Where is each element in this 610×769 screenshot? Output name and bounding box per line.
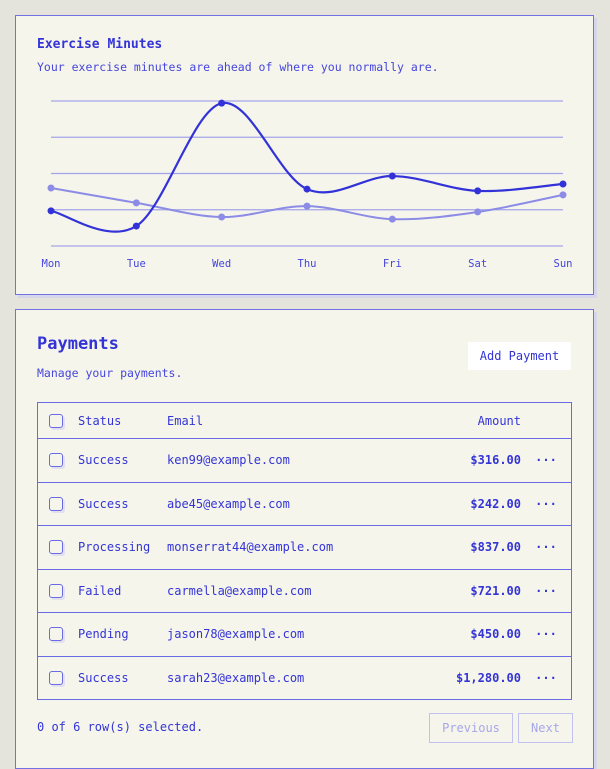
- data-point: [218, 99, 226, 107]
- more-horizontal-icon[interactable]: ···: [535, 583, 557, 598]
- more-horizontal-icon[interactable]: ···: [535, 496, 557, 511]
- data-point: [47, 207, 55, 215]
- line-chart: Mon Tue Wed Thu Fri Sat Sun: [42, 99, 573, 270]
- row-amount: $316.00: [470, 453, 521, 468]
- next-button[interactable]: Next: [518, 713, 573, 743]
- x-tick-label: Thu: [298, 258, 317, 270]
- row-amount: $450.00: [470, 627, 521, 642]
- data-point: [559, 191, 567, 199]
- chart-subtitle: Your exercise minutes are ahead of where…: [37, 60, 439, 74]
- row-status: Processing: [78, 540, 151, 555]
- header-status[interactable]: Status: [78, 413, 122, 428]
- row-amount: $721.00: [470, 583, 521, 598]
- row-email: carmella@example.com: [167, 583, 312, 598]
- table-row: Processing monserrat44@example.com $837.…: [38, 525, 571, 569]
- more-horizontal-icon[interactable]: ···: [535, 670, 557, 685]
- payments-subtitle: Manage your payments.: [37, 366, 183, 380]
- row-email: jason78@example.com: [167, 627, 305, 642]
- add-payment-button[interactable]: Add Payment: [468, 342, 571, 370]
- x-tick-label: Mon: [42, 258, 61, 270]
- x-tick-label: Wed: [212, 258, 231, 270]
- row-status: Success: [78, 496, 129, 511]
- data-point: [474, 187, 482, 195]
- row-status: Failed: [78, 583, 122, 598]
- row-amount: $837.00: [470, 540, 521, 555]
- row-amount: $1,280.00: [455, 670, 521, 685]
- series-line-1: [50, 102, 564, 233]
- more-horizontal-icon[interactable]: ···: [535, 627, 557, 642]
- data-point: [47, 184, 55, 192]
- payments-card: Payments Manage your payments. Add Payme…: [15, 309, 594, 769]
- row-email: monserrat44@example.com: [167, 540, 334, 555]
- row-email: ken99@example.com: [167, 453, 290, 468]
- exercise-card: Exercise Minutes Your exercise minutes a…: [15, 15, 594, 295]
- data-point: [303, 202, 311, 210]
- row-checkbox[interactable]: [49, 670, 63, 685]
- table-row: Pending jason78@example.com $450.00 ···: [38, 612, 571, 656]
- row-checkbox[interactable]: [49, 627, 63, 642]
- table-row: Failed carmella@example.com $721.00 ···: [38, 568, 571, 613]
- x-tick-label: Fri: [383, 258, 402, 270]
- data-point: [132, 222, 140, 230]
- row-status: Success: [78, 453, 129, 468]
- data-point: [132, 199, 140, 207]
- row-email: abe45@example.com: [167, 496, 290, 511]
- row-status: Success: [78, 670, 129, 685]
- table-header: Status Email Amount: [38, 403, 571, 438]
- data-point: [388, 172, 396, 180]
- data-point: [388, 215, 396, 223]
- x-tick-label: Tue: [127, 258, 146, 270]
- row-checkbox[interactable]: [49, 540, 63, 555]
- row-checkbox[interactable]: [49, 496, 63, 511]
- payments-title: Payments: [37, 334, 119, 354]
- data-point: [218, 213, 226, 221]
- previous-button[interactable]: Previous: [429, 713, 513, 743]
- more-horizontal-icon[interactable]: ···: [535, 453, 557, 468]
- x-tick-label: Sat: [468, 258, 487, 270]
- table-row: Success sarah23@example.com $1,280.00 ··…: [38, 655, 571, 700]
- data-point: [474, 208, 482, 216]
- select-all-checkbox[interactable]: [49, 413, 63, 428]
- payments-table: Status Email Amount Success ken99@exampl…: [37, 402, 572, 700]
- table-row: Success abe45@example.com $242.00 ···: [38, 481, 571, 526]
- table-row: Success ken99@example.com $316.00 ···: [38, 438, 571, 482]
- more-horizontal-icon[interactable]: ···: [535, 540, 557, 555]
- data-point: [559, 180, 567, 188]
- row-status: Pending: [78, 627, 129, 642]
- x-tick-label: Sun: [554, 258, 573, 270]
- row-amount: $242.00: [470, 496, 521, 511]
- header-amount: Amount: [477, 413, 521, 428]
- row-checkbox[interactable]: [49, 583, 63, 598]
- row-checkbox[interactable]: [49, 453, 63, 468]
- selection-status: 0 of 6 row(s) selected.: [37, 720, 204, 734]
- row-email: sarah23@example.com: [167, 670, 305, 685]
- chart-title: Exercise Minutes: [37, 37, 163, 52]
- data-point: [303, 185, 311, 193]
- header-email[interactable]: Email: [167, 413, 204, 428]
